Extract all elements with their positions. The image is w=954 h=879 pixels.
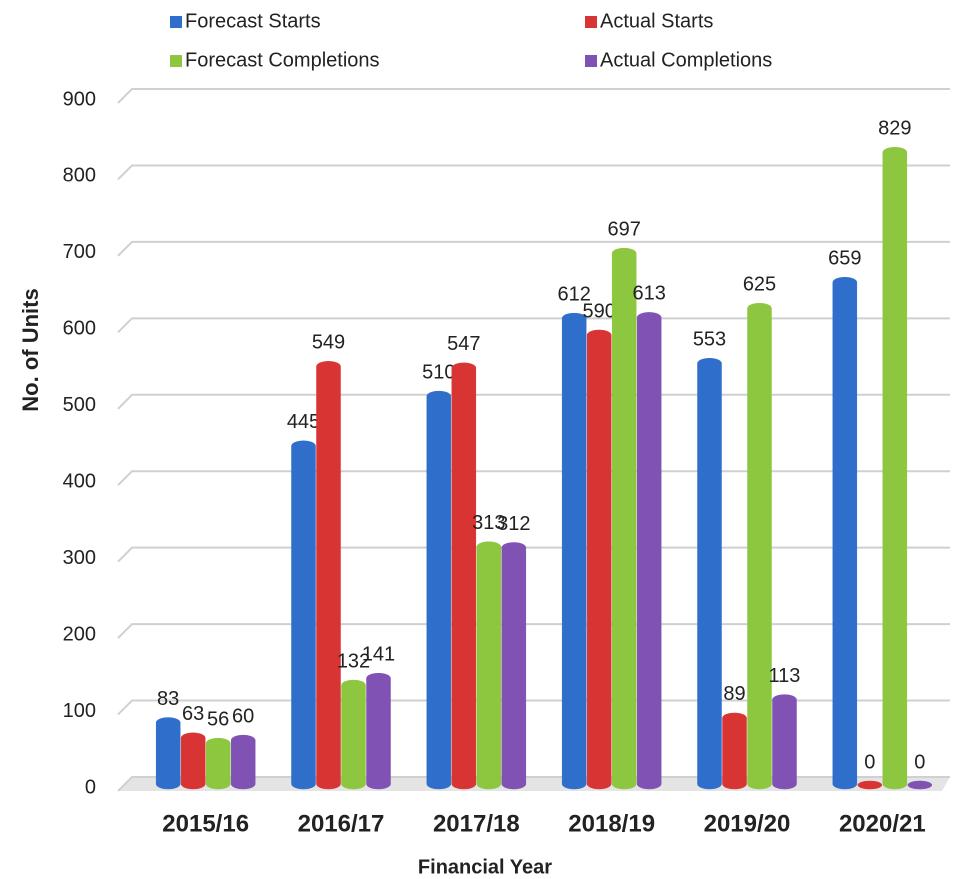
grid-line: [117, 88, 950, 104]
bar: [882, 147, 908, 790]
x-tick-label: 2016/17: [298, 810, 385, 837]
bar: [636, 312, 662, 790]
data-label: 553: [693, 329, 726, 351]
bar: [747, 302, 772, 790]
y-tick-label: 900: [63, 88, 96, 110]
data-label: 312: [497, 513, 530, 535]
data-label: 141: [362, 643, 395, 665]
y-tick-label: 700: [63, 241, 96, 263]
data-label: 590: [582, 300, 615, 322]
data-label: 510: [422, 361, 455, 383]
legend-swatch: [585, 55, 597, 67]
y-tick-label: 400: [63, 471, 96, 493]
data-label: 132: [337, 650, 370, 672]
legend-swatch: [585, 16, 597, 28]
bar: [772, 694, 797, 790]
grid-line: [117, 164, 950, 181]
bar: [426, 390, 452, 790]
bar: [697, 358, 722, 790]
legend-swatch: [170, 16, 182, 28]
data-label: 625: [743, 274, 776, 296]
y-tick-label: 200: [63, 623, 96, 645]
y-tick-label: 500: [63, 394, 96, 416]
bar: [561, 312, 587, 790]
bar: [722, 712, 747, 790]
data-label: 547: [447, 333, 480, 355]
y-tick-label: 800: [63, 165, 96, 187]
data-label: 612: [557, 283, 590, 305]
bar: [857, 780, 883, 790]
data-label: 89: [723, 683, 745, 705]
y-tick-label: 0: [85, 776, 96, 798]
bar: [205, 737, 231, 790]
x-tick-label: 2019/20: [704, 810, 791, 837]
data-label: 659: [828, 248, 861, 270]
data-label: 549: [312, 332, 345, 354]
legend-swatch: [170, 55, 182, 67]
bar: [155, 717, 181, 790]
grid-line: [117, 776, 950, 792]
x-axis-title: Financial Year: [418, 856, 552, 878]
bar: [907, 780, 933, 790]
data-label: 613: [632, 283, 665, 305]
y-tick-label: 300: [63, 547, 96, 569]
legend-label: Forecast Completions: [185, 49, 380, 71]
grid-line: [117, 470, 950, 486]
x-tick-label: 2020/21: [839, 810, 926, 837]
data-label: 0: [864, 751, 875, 773]
data-label: 113: [769, 665, 801, 687]
y-tick-label: 100: [63, 700, 96, 722]
bar: [832, 276, 858, 790]
grid-line: [117, 393, 950, 410]
data-label: 83: [157, 688, 179, 710]
data-label: 697: [607, 218, 640, 240]
bar: [291, 440, 316, 790]
data-label: 63: [182, 703, 204, 725]
bar: [586, 329, 612, 790]
bar: [316, 361, 341, 790]
bar: [180, 732, 206, 790]
data-label: 313: [472, 512, 505, 534]
grid-line: [117, 240, 950, 257]
data-label: 829: [878, 118, 911, 140]
bar: [476, 541, 502, 790]
bar: [611, 247, 637, 790]
grid-line: [117, 623, 950, 639]
x-tick-label: 2017/18: [433, 810, 520, 837]
grid-line: [117, 546, 950, 563]
grid-line: [117, 317, 950, 334]
x-tick-label: 2015/16: [162, 810, 249, 837]
data-label: 56: [207, 708, 229, 730]
legend-label: Actual Completions: [600, 49, 772, 71]
x-tick-label: 2018/19: [568, 810, 655, 837]
bar: [366, 672, 391, 790]
y-axis-title: No. of Units: [18, 288, 43, 411]
bar: [341, 679, 366, 790]
data-label: 445: [287, 411, 320, 433]
bar: [501, 542, 527, 790]
bar: [230, 734, 256, 790]
y-tick-label: 600: [63, 318, 96, 340]
data-label: 0: [914, 751, 925, 773]
data-label: 60: [232, 705, 254, 727]
legend-label: Actual Starts: [600, 10, 713, 32]
grid-line: [117, 699, 950, 716]
legend-label: Forecast Starts: [185, 10, 321, 32]
bar: [451, 362, 477, 790]
